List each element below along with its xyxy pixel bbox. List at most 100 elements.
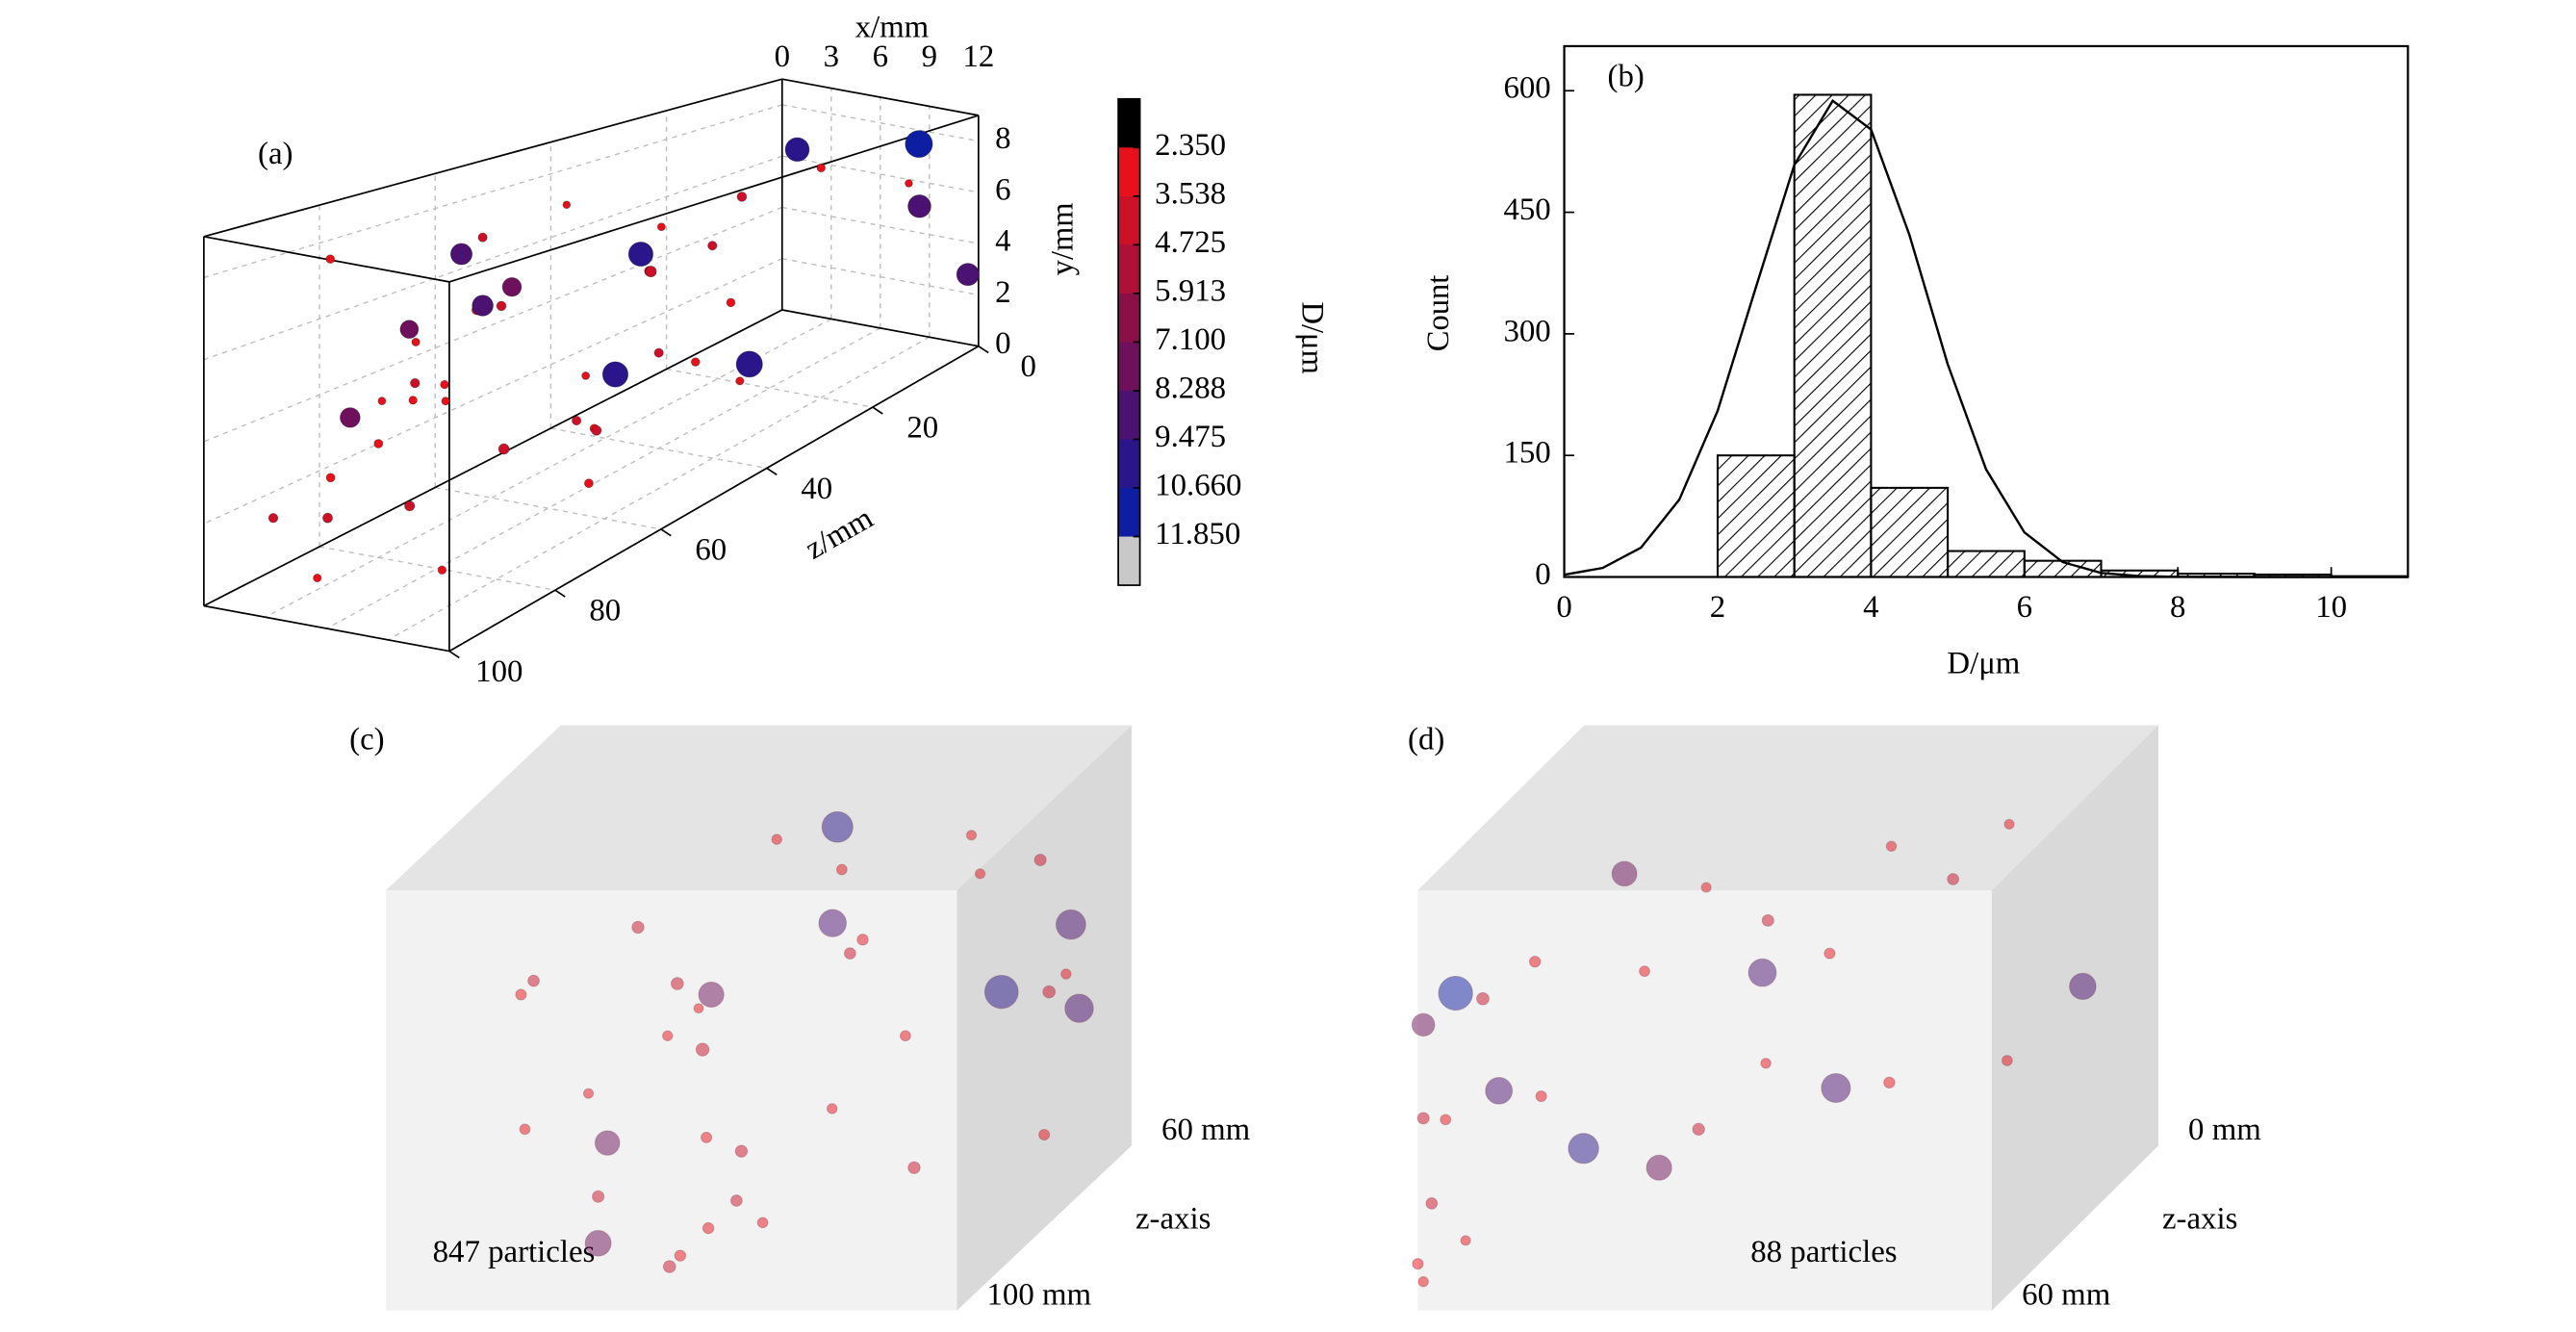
box-front <box>1417 889 1993 1311</box>
particle <box>905 130 933 159</box>
panel-label: (c) <box>349 722 384 756</box>
particle <box>645 266 657 278</box>
particle <box>818 909 848 937</box>
y-tick-label: 6 <box>995 172 1010 207</box>
x-tick-label: 6 <box>873 39 888 74</box>
box-top <box>386 725 1132 890</box>
x-tick-label: 2 <box>1710 590 1725 625</box>
box-side <box>1992 725 2158 1311</box>
particle <box>1440 1114 1452 1126</box>
tick-mark <box>554 589 566 598</box>
particle <box>1645 1154 1672 1181</box>
colorbar-segment <box>1118 244 1140 295</box>
particle <box>477 232 488 243</box>
tick-mark <box>978 345 989 354</box>
tick-mark <box>448 650 460 659</box>
y-tick-label: 600 <box>1503 71 1550 106</box>
z-tick-label: 60 <box>695 532 727 567</box>
y-tick-label: 8 <box>995 121 1010 156</box>
particle <box>735 350 763 378</box>
particle <box>594 1130 621 1156</box>
particle <box>408 396 418 405</box>
particle <box>631 920 645 935</box>
colorbar-tick-label: 10.660 <box>1155 469 1241 503</box>
annotation: 88 particles <box>1750 1235 1897 1269</box>
y-tick-label: 0 <box>995 326 1010 361</box>
particle <box>736 192 748 202</box>
particle <box>821 810 854 843</box>
particle <box>449 243 473 266</box>
bar <box>1947 550 2026 578</box>
particle <box>816 163 827 173</box>
depth-label: z-axis <box>2162 1202 2237 1237</box>
particle <box>974 868 986 880</box>
z-tick-label: 0 <box>1021 349 1036 384</box>
bar <box>1793 93 1873 578</box>
grid-line <box>203 104 782 279</box>
particle <box>1460 1235 1471 1246</box>
colorbar-segment <box>1118 293 1140 343</box>
particle <box>956 263 980 287</box>
particle <box>515 988 527 1001</box>
particle <box>905 179 913 188</box>
particle <box>1417 1276 1429 1288</box>
colorbar-tick-label: 7.100 <box>1155 322 1226 357</box>
grid-line <box>203 206 783 443</box>
particle <box>411 337 421 346</box>
particle <box>1060 968 1072 980</box>
x-tick-label: 3 <box>824 39 839 74</box>
particle <box>441 397 450 406</box>
colorbar-segment <box>1118 536 1140 586</box>
particle <box>591 424 602 436</box>
particle <box>581 371 591 380</box>
particle <box>662 1260 676 1273</box>
y-tick-label: 150 <box>1503 436 1550 471</box>
box-edge <box>203 604 450 653</box>
particle <box>627 242 654 268</box>
particle <box>1611 860 1638 887</box>
colorbar-segment <box>1118 488 1140 538</box>
grid-line <box>781 104 979 142</box>
x-tick-label: 12 <box>962 39 994 74</box>
particle <box>1883 1076 1896 1089</box>
particle <box>1033 854 1047 867</box>
x-axis-label: x/mm <box>855 10 930 44</box>
particle <box>1476 991 1490 1006</box>
box-edge <box>448 115 980 283</box>
particle <box>1042 985 1057 999</box>
colorbar-tick-label: 5.913 <box>1155 274 1226 309</box>
particle <box>340 407 361 428</box>
panel-label: (b) <box>1608 60 1645 94</box>
particle <box>983 974 1019 1010</box>
particle <box>1761 913 1774 927</box>
particle <box>729 1194 743 1207</box>
particle <box>1535 1090 1547 1103</box>
particle <box>656 222 666 232</box>
particle <box>601 361 629 388</box>
particle <box>440 379 449 390</box>
colorbar-segment <box>1118 195 1140 245</box>
particle <box>698 981 725 1008</box>
grid-line <box>203 258 783 525</box>
particle <box>583 478 594 489</box>
particle <box>670 977 684 990</box>
plot-frame <box>1563 44 2410 578</box>
particle <box>1692 1122 1705 1137</box>
particle <box>268 513 279 524</box>
particle <box>784 137 810 163</box>
particle <box>1760 1058 1772 1069</box>
bar <box>1716 454 1796 578</box>
particle <box>1412 1258 1424 1270</box>
particle <box>404 500 416 512</box>
box-side <box>956 725 1132 1311</box>
colorbar-segment <box>1118 342 1140 392</box>
particle <box>693 1003 704 1014</box>
particle <box>734 1144 749 1158</box>
x-axis-label: D/μm <box>1947 647 2020 681</box>
particle <box>835 863 848 876</box>
particle <box>496 300 507 312</box>
particle <box>325 254 336 264</box>
tick-mark <box>660 528 672 537</box>
particle <box>377 397 387 406</box>
particle <box>472 295 494 317</box>
